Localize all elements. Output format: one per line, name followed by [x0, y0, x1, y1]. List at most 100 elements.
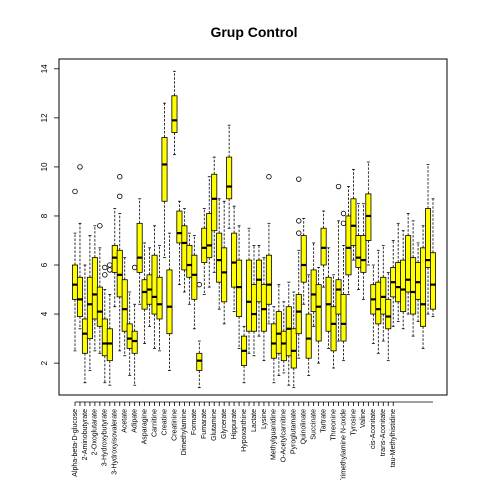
box-body: [291, 329, 296, 368]
box-20: [167, 233, 172, 370]
box-33: [232, 206, 237, 311]
x-tick-label: Valine: [360, 409, 367, 428]
box-body: [182, 226, 187, 270]
x-tick-label: Alpha-beta-D-glucose: [72, 409, 79, 477]
box-19: [162, 103, 167, 258]
outlier-point: [103, 265, 108, 270]
box-66: [396, 223, 401, 321]
box-body: [162, 137, 167, 201]
box-68: [406, 214, 411, 315]
box-body: [122, 280, 127, 332]
box-body: [336, 280, 341, 314]
x-tick-label: Creatinine: [171, 409, 178, 441]
box-body: [212, 174, 217, 230]
box-body: [296, 294, 301, 333]
x-tick-label: O-Acetylcarnitine: [281, 409, 288, 462]
box-body: [415, 263, 420, 300]
box-17: [152, 226, 157, 349]
x-tick-label: Adipate: [132, 409, 139, 433]
x-tick-label: Trimethylamine N-oxide: [340, 409, 347, 480]
x-tick-label: Tartrate: [320, 409, 327, 433]
box-12: [127, 292, 132, 375]
box-62: [376, 250, 381, 353]
x-tick-label: 2-Oxoglutarate: [92, 409, 99, 455]
box-35: [241, 326, 246, 382]
box-69: [411, 221, 416, 336]
y-tick-label: 10: [40, 162, 49, 171]
outlier-point: [341, 211, 346, 216]
box-26: [197, 282, 202, 387]
box-27: [202, 209, 207, 295]
box-body: [92, 258, 97, 319]
box-body: [361, 236, 366, 273]
box-5: [92, 226, 97, 351]
box-31: [222, 201, 227, 324]
box-28: [207, 177, 212, 287]
box-11: [122, 258, 127, 356]
box-18: [157, 245, 162, 350]
x-tick-label: Creatine: [161, 409, 168, 436]
y-axis: 2 4 6 8 10 12 14: [40, 64, 59, 366]
box-body: [142, 280, 147, 309]
box-7: [102, 265, 107, 383]
box-body: [271, 324, 276, 358]
box-body: [236, 260, 241, 316]
box-65: [391, 240, 396, 326]
x-tick-label: Carnitine: [151, 409, 158, 437]
x-tick-label: 3-Hydroxyisovalerate: [112, 409, 119, 475]
outlier-point: [98, 223, 103, 228]
outlier-point: [296, 219, 301, 224]
x-tick-label: Fumarate: [201, 409, 208, 439]
box-body: [87, 277, 92, 338]
box-body: [430, 253, 435, 309]
box-body: [117, 250, 122, 297]
box-body: [137, 223, 142, 272]
box-body: [396, 263, 401, 302]
box-body: [207, 214, 212, 258]
box-body: [386, 299, 391, 328]
box-body: [351, 199, 356, 246]
outlier-point: [73, 189, 78, 194]
box-48: [306, 275, 311, 376]
y-tick-label: 14: [40, 64, 49, 73]
x-tick-label: Hippurate: [231, 409, 238, 439]
box-44: [286, 282, 291, 385]
x-tick-label: Lactate: [251, 409, 258, 432]
box-47: [301, 218, 306, 304]
y-tick-label: 6: [40, 262, 49, 267]
x-tick-label: Tyrosine: [350, 409, 357, 436]
box-32: [227, 125, 232, 228]
x-tick-label: Methylguanidine: [271, 409, 278, 460]
x-tick-label: Asparagine: [141, 409, 148, 445]
box-body: [286, 307, 291, 356]
box-body: [232, 233, 237, 287]
box-body: [331, 307, 336, 351]
box-30: [217, 199, 222, 309]
x-tick-label: trans-Aconitate: [380, 409, 387, 456]
box-body: [321, 228, 326, 265]
x-tick-label: Lysine: [261, 409, 268, 429]
box-16: [147, 248, 152, 326]
outlier-point: [108, 263, 113, 268]
box-59: [361, 204, 366, 300]
box-body: [341, 294, 346, 341]
x-tick-label: Formate: [191, 409, 198, 435]
box-57: [351, 169, 356, 260]
y-tick-label: 2: [40, 360, 49, 365]
outlier-point: [117, 194, 122, 199]
outlier-point: [132, 265, 137, 270]
box-body: [346, 216, 351, 275]
box-53: [331, 275, 336, 368]
box-55: [341, 211, 346, 360]
box-body: [266, 255, 271, 304]
box-body: [187, 245, 192, 277]
box-58: [356, 204, 361, 290]
box-body: [202, 228, 207, 262]
x-tick-label: Succinate: [311, 409, 318, 440]
box-body: [192, 255, 197, 299]
box-body: [301, 236, 306, 283]
x-axis: Alpha-beta-D-glucose 2-Aminobutyrate 2-Oxo…: [72, 402, 433, 480]
x-tick-label: cis-Aconitate: [370, 409, 377, 449]
box-64: [386, 272, 391, 360]
box-1: [72, 189, 77, 351]
